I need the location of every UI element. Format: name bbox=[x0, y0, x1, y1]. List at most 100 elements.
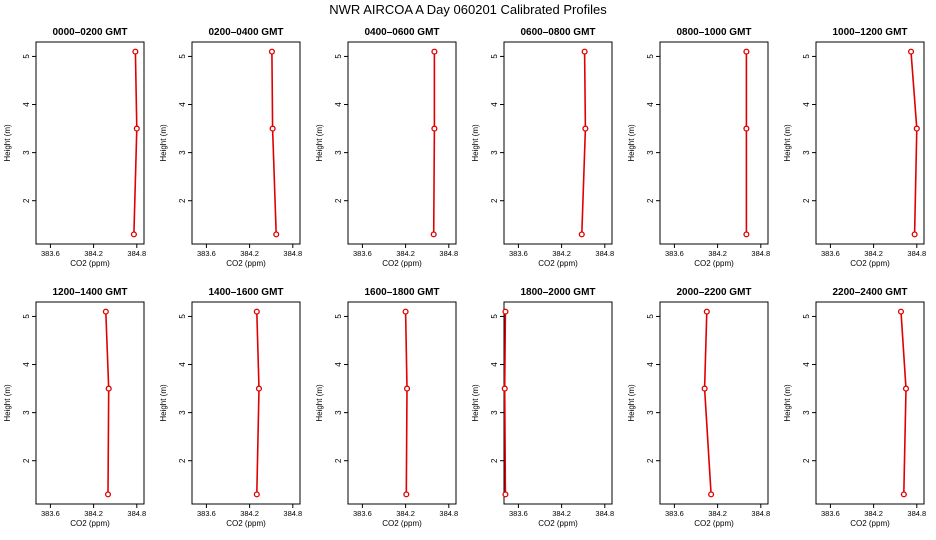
panel-title: 0400–0600 GMT bbox=[364, 27, 439, 38]
x-tick-label: 384.8 bbox=[439, 249, 458, 258]
x-tick-label: 384.8 bbox=[283, 509, 302, 518]
data-point bbox=[701, 385, 708, 392]
panel-title: 0600–0800 GMT bbox=[520, 27, 595, 38]
data-point bbox=[708, 491, 715, 498]
y-tick-label: 3 bbox=[802, 410, 811, 415]
panel-12: 2200–2400 GMT 2 3 4 5 383.6 384.2 384.8 CO2 (ppm… bbox=[783, 287, 926, 528]
y-tick-label: 3 bbox=[490, 150, 499, 155]
y-axis-label: Height (m) bbox=[315, 384, 324, 422]
data-point bbox=[907, 48, 915, 55]
x-tick-label: 383.6 bbox=[353, 509, 372, 518]
y-tick-label: 2 bbox=[802, 198, 811, 203]
y-tick-label: 3 bbox=[334, 410, 343, 415]
x-tick-label: 383.6 bbox=[41, 509, 60, 518]
x-tick-label: 383.6 bbox=[821, 509, 840, 518]
y-tick-label: 5 bbox=[22, 314, 31, 319]
y-tick-label: 2 bbox=[490, 458, 499, 463]
y-tick-label: 3 bbox=[490, 410, 499, 415]
plot-frame bbox=[659, 301, 769, 505]
plot-frame bbox=[347, 41, 457, 245]
panel-title: 0800–1000 GMT bbox=[676, 27, 751, 38]
data-point bbox=[431, 125, 438, 132]
data-point bbox=[269, 125, 276, 132]
y-tick-label: 4 bbox=[490, 102, 499, 107]
y-tick-label: 3 bbox=[646, 150, 655, 155]
x-tick-label: 384.8 bbox=[751, 509, 770, 518]
data-point bbox=[402, 308, 409, 315]
x-tick-label: 383.6 bbox=[665, 509, 684, 518]
data-point bbox=[105, 385, 112, 392]
profile-line bbox=[404, 311, 408, 495]
x-axis-label: CO2 (ppm) bbox=[70, 259, 110, 268]
y-tick-label: 2 bbox=[22, 198, 31, 203]
profile-line bbox=[105, 311, 110, 495]
panel-title: 2000–2200 GMT bbox=[676, 287, 751, 298]
data-point bbox=[132, 48, 139, 55]
panel-title: 0000–0200 GMT bbox=[52, 27, 127, 38]
panel-title: 1400–1600 GMT bbox=[208, 287, 283, 298]
data-point bbox=[743, 125, 750, 132]
y-tick-label: 5 bbox=[178, 314, 187, 319]
profile-line bbox=[133, 51, 138, 235]
profile-line bbox=[703, 311, 712, 495]
profile-line bbox=[503, 311, 507, 495]
y-tick-label: 5 bbox=[802, 314, 811, 319]
y-axis-label: Height (m) bbox=[3, 124, 12, 162]
data-point bbox=[743, 48, 750, 55]
y-tick-label: 2 bbox=[334, 458, 343, 463]
panel-8: 1400–1600 GMT 2 3 4 5 383.6 384.2 384.8 CO2 (ppm… bbox=[159, 287, 302, 528]
data-point bbox=[403, 385, 411, 392]
panels-group: 0000–0200 GMT 2 3 4 5 383.6 384.2 384.8 CO2 (ppm… bbox=[3, 27, 926, 528]
y-tick-label: 2 bbox=[490, 198, 499, 203]
data-point bbox=[255, 385, 263, 392]
x-tick-label: 384.8 bbox=[751, 249, 770, 258]
panel-title: 0200–0400 GMT bbox=[208, 27, 283, 38]
panel-9: 1600–1800 GMT 2 3 4 5 383.6 384.2 384.8 CO2 (ppm… bbox=[315, 287, 458, 528]
y-axis-label: Height (m) bbox=[783, 124, 792, 162]
x-axis-label: CO2 (ppm) bbox=[538, 519, 578, 528]
data-point bbox=[253, 491, 260, 498]
x-tick-label: 384.2 bbox=[84, 249, 103, 258]
y-tick-label: 2 bbox=[178, 458, 187, 463]
data-point bbox=[913, 125, 920, 132]
y-axis-label: Height (m) bbox=[471, 124, 480, 162]
x-axis-label: CO2 (ppm) bbox=[226, 259, 266, 268]
y-tick-label: 5 bbox=[646, 314, 655, 319]
data-point bbox=[403, 491, 410, 498]
plot-frame bbox=[191, 41, 301, 245]
x-axis-label: CO2 (ppm) bbox=[382, 519, 422, 528]
plot-frame bbox=[815, 301, 925, 505]
data-point bbox=[430, 231, 437, 238]
profile-line bbox=[432, 51, 436, 235]
plot-frame bbox=[347, 301, 457, 505]
x-tick-label: 384.2 bbox=[864, 509, 883, 518]
data-point bbox=[743, 231, 750, 238]
x-tick-label: 384.8 bbox=[595, 509, 614, 518]
y-tick-label: 2 bbox=[646, 198, 655, 203]
y-axis-label: Height (m) bbox=[627, 384, 636, 422]
y-tick-label: 5 bbox=[334, 54, 343, 59]
y-tick-label: 5 bbox=[490, 54, 499, 59]
x-tick-label: 384.2 bbox=[552, 249, 571, 258]
x-tick-label: 384.2 bbox=[396, 249, 415, 258]
x-axis-label: CO2 (ppm) bbox=[694, 519, 734, 528]
x-tick-label: 384.8 bbox=[907, 249, 926, 258]
y-tick-label: 3 bbox=[22, 150, 31, 155]
y-tick-label: 2 bbox=[334, 198, 343, 203]
data-point bbox=[253, 308, 260, 315]
x-tick-label: 384.8 bbox=[907, 509, 926, 518]
y-axis-label: Height (m) bbox=[159, 124, 168, 162]
profile-line bbox=[581, 51, 587, 235]
y-axis-label: Height (m) bbox=[159, 384, 168, 422]
panel-1: 0000–0200 GMT 2 3 4 5 383.6 384.2 384.8 CO2 (ppm… bbox=[3, 27, 146, 268]
y-tick-label: 3 bbox=[178, 150, 187, 155]
y-axis-label: Height (m) bbox=[783, 384, 792, 422]
data-point bbox=[582, 125, 589, 132]
x-axis-label: CO2 (ppm) bbox=[538, 259, 578, 268]
panel-11: 2000–2200 GMT 2 3 4 5 383.6 384.2 384.8 CO2 (ppm… bbox=[627, 287, 770, 528]
plot-frame bbox=[815, 41, 925, 245]
x-axis-label: CO2 (ppm) bbox=[226, 519, 266, 528]
y-tick-label: 2 bbox=[802, 458, 811, 463]
x-tick-label: 383.6 bbox=[197, 509, 216, 518]
